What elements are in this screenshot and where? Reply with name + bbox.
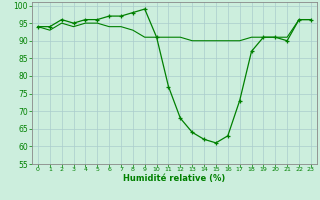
X-axis label: Humidité relative (%): Humidité relative (%) — [123, 174, 226, 183]
